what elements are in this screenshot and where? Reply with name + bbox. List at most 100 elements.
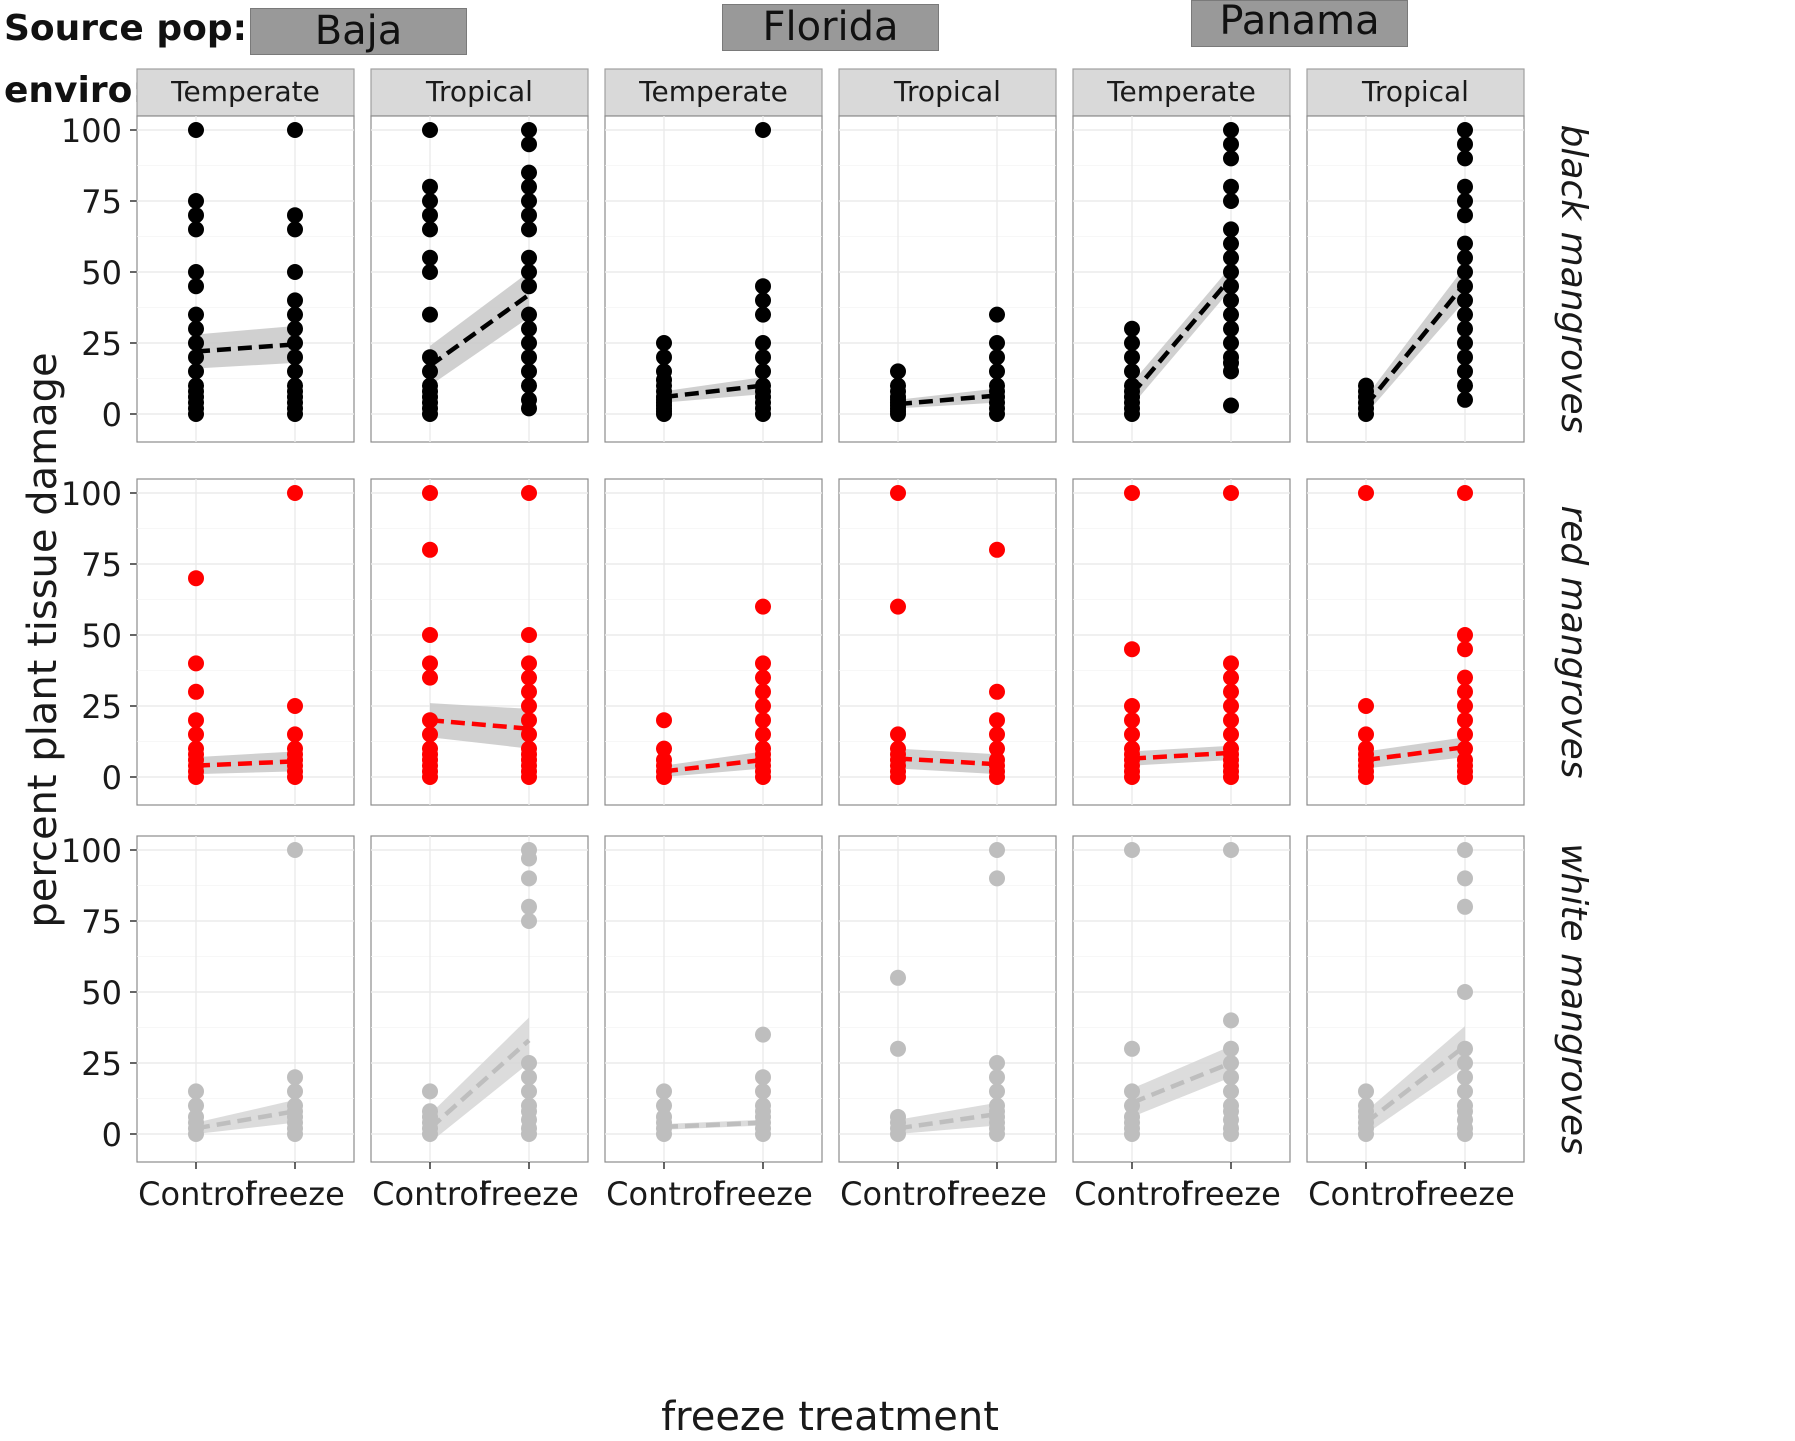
data-point-freeze [521,669,537,686]
data-point-control [890,363,906,380]
population-label-florida: Florida [722,4,939,51]
data-point-control [188,207,204,224]
y-axis-title: percent plant tissue damage [20,352,66,927]
data-point-freeze [1457,1040,1473,1057]
confidence-band [430,272,529,386]
data-point-freeze [1457,870,1473,887]
panel-black-mangroves-4 [1072,115,1291,443]
fit-line [663,1120,764,1130]
y-tick-label: 25 [81,325,122,363]
population-label-baja: Baja [250,8,467,55]
data-point-freeze [521,842,537,858]
x-tick-label: Control [138,1175,254,1213]
data-point-control [188,1083,204,1100]
y-tick-label: 100 [61,475,122,513]
data-point-freeze [755,726,771,743]
data-point-control [656,1083,672,1100]
fit-line [429,717,530,731]
data-point-control [656,335,672,351]
data-point-freeze [1223,683,1239,700]
panel-white-mangroves-5 [1306,835,1525,1163]
data-point-control [1358,698,1374,714]
fit-line [897,756,998,767]
data-point-control [656,751,672,768]
data-point-freeze [521,898,537,915]
data-point-freeze [755,306,771,323]
data-point-freeze [287,320,303,337]
data-point-freeze [1457,712,1473,729]
data-point-control [656,349,672,366]
data-point-control [188,683,204,700]
data-point-freeze [1223,306,1239,323]
data-point-freeze [1457,641,1473,658]
data-point-freeze [989,870,1005,887]
data-point-control [1124,740,1140,757]
data-point-freeze [521,278,537,295]
data-point-freeze [521,740,537,757]
data-point-freeze [1223,178,1239,195]
enviro-strip-4 [1072,68,1291,117]
y-tick-label: 75 [81,546,122,584]
species-strip-label-white-mangroves: white mangroves [1553,843,1594,1155]
data-point-control [1124,335,1140,351]
source-pop-label: Source pop: [4,8,247,49]
data-point-freeze [1457,235,1473,252]
data-point-freeze [755,698,771,714]
data-point-freeze [1457,320,1473,337]
data-point-control [422,178,438,195]
data-point-control [188,278,204,295]
data-point-freeze [287,292,303,309]
y-tick-label: 0 [102,396,122,434]
data-point-control [188,306,204,323]
data-point-freeze [521,320,537,337]
fit-line [663,383,764,400]
data-point-freeze [1457,136,1473,153]
fit-line [1131,1060,1232,1105]
data-point-control [656,740,672,757]
data-point-freeze [521,178,537,195]
data-point-freeze [521,655,537,672]
data-point-freeze [287,207,303,224]
data-point-freeze [755,683,771,700]
x-tick-label: freeze [1181,1175,1281,1213]
data-point-control [1124,712,1140,729]
data-point-freeze [989,1097,1005,1114]
data-point-freeze [1457,292,1473,309]
data-point-freeze [521,349,537,366]
data-point-freeze [521,363,537,380]
data-point-control [422,485,438,501]
y-tick-label: 0 [102,1116,122,1154]
data-point-freeze [521,264,537,280]
fit-line [195,759,296,768]
enviro-strip-label-0: Temperate [170,75,320,108]
data-point-freeze [521,122,537,138]
data-point-freeze [755,1097,771,1114]
data-point-freeze [755,278,771,295]
data-point-control [188,655,204,672]
enviro-strip-label-2: Temperate [638,75,788,108]
data-point-control [422,249,438,266]
fit-line [1131,750,1232,761]
data-point-freeze [287,221,303,238]
data-point-control [890,1108,906,1125]
panel-black-mangroves-5 [1306,115,1525,443]
data-point-freeze [287,1097,303,1114]
data-point-freeze [1457,726,1473,743]
data-point-freeze [1457,193,1473,209]
data-point-freeze [989,377,1005,394]
data-point-control [188,712,204,729]
data-point-control [422,264,438,280]
y-tick-label: 0 [102,759,122,797]
data-point-freeze [1457,150,1473,167]
fit-line [897,1111,998,1131]
data-point-freeze [1457,751,1473,768]
data-point-freeze [287,377,303,394]
data-point-control [656,363,672,380]
data-point-freeze [287,349,303,366]
y-tick-label: 100 [61,832,122,870]
data-point-control [188,363,204,380]
y-tick-label: 75 [81,183,122,221]
data-point-control [422,669,438,686]
data-point-control [422,207,438,224]
